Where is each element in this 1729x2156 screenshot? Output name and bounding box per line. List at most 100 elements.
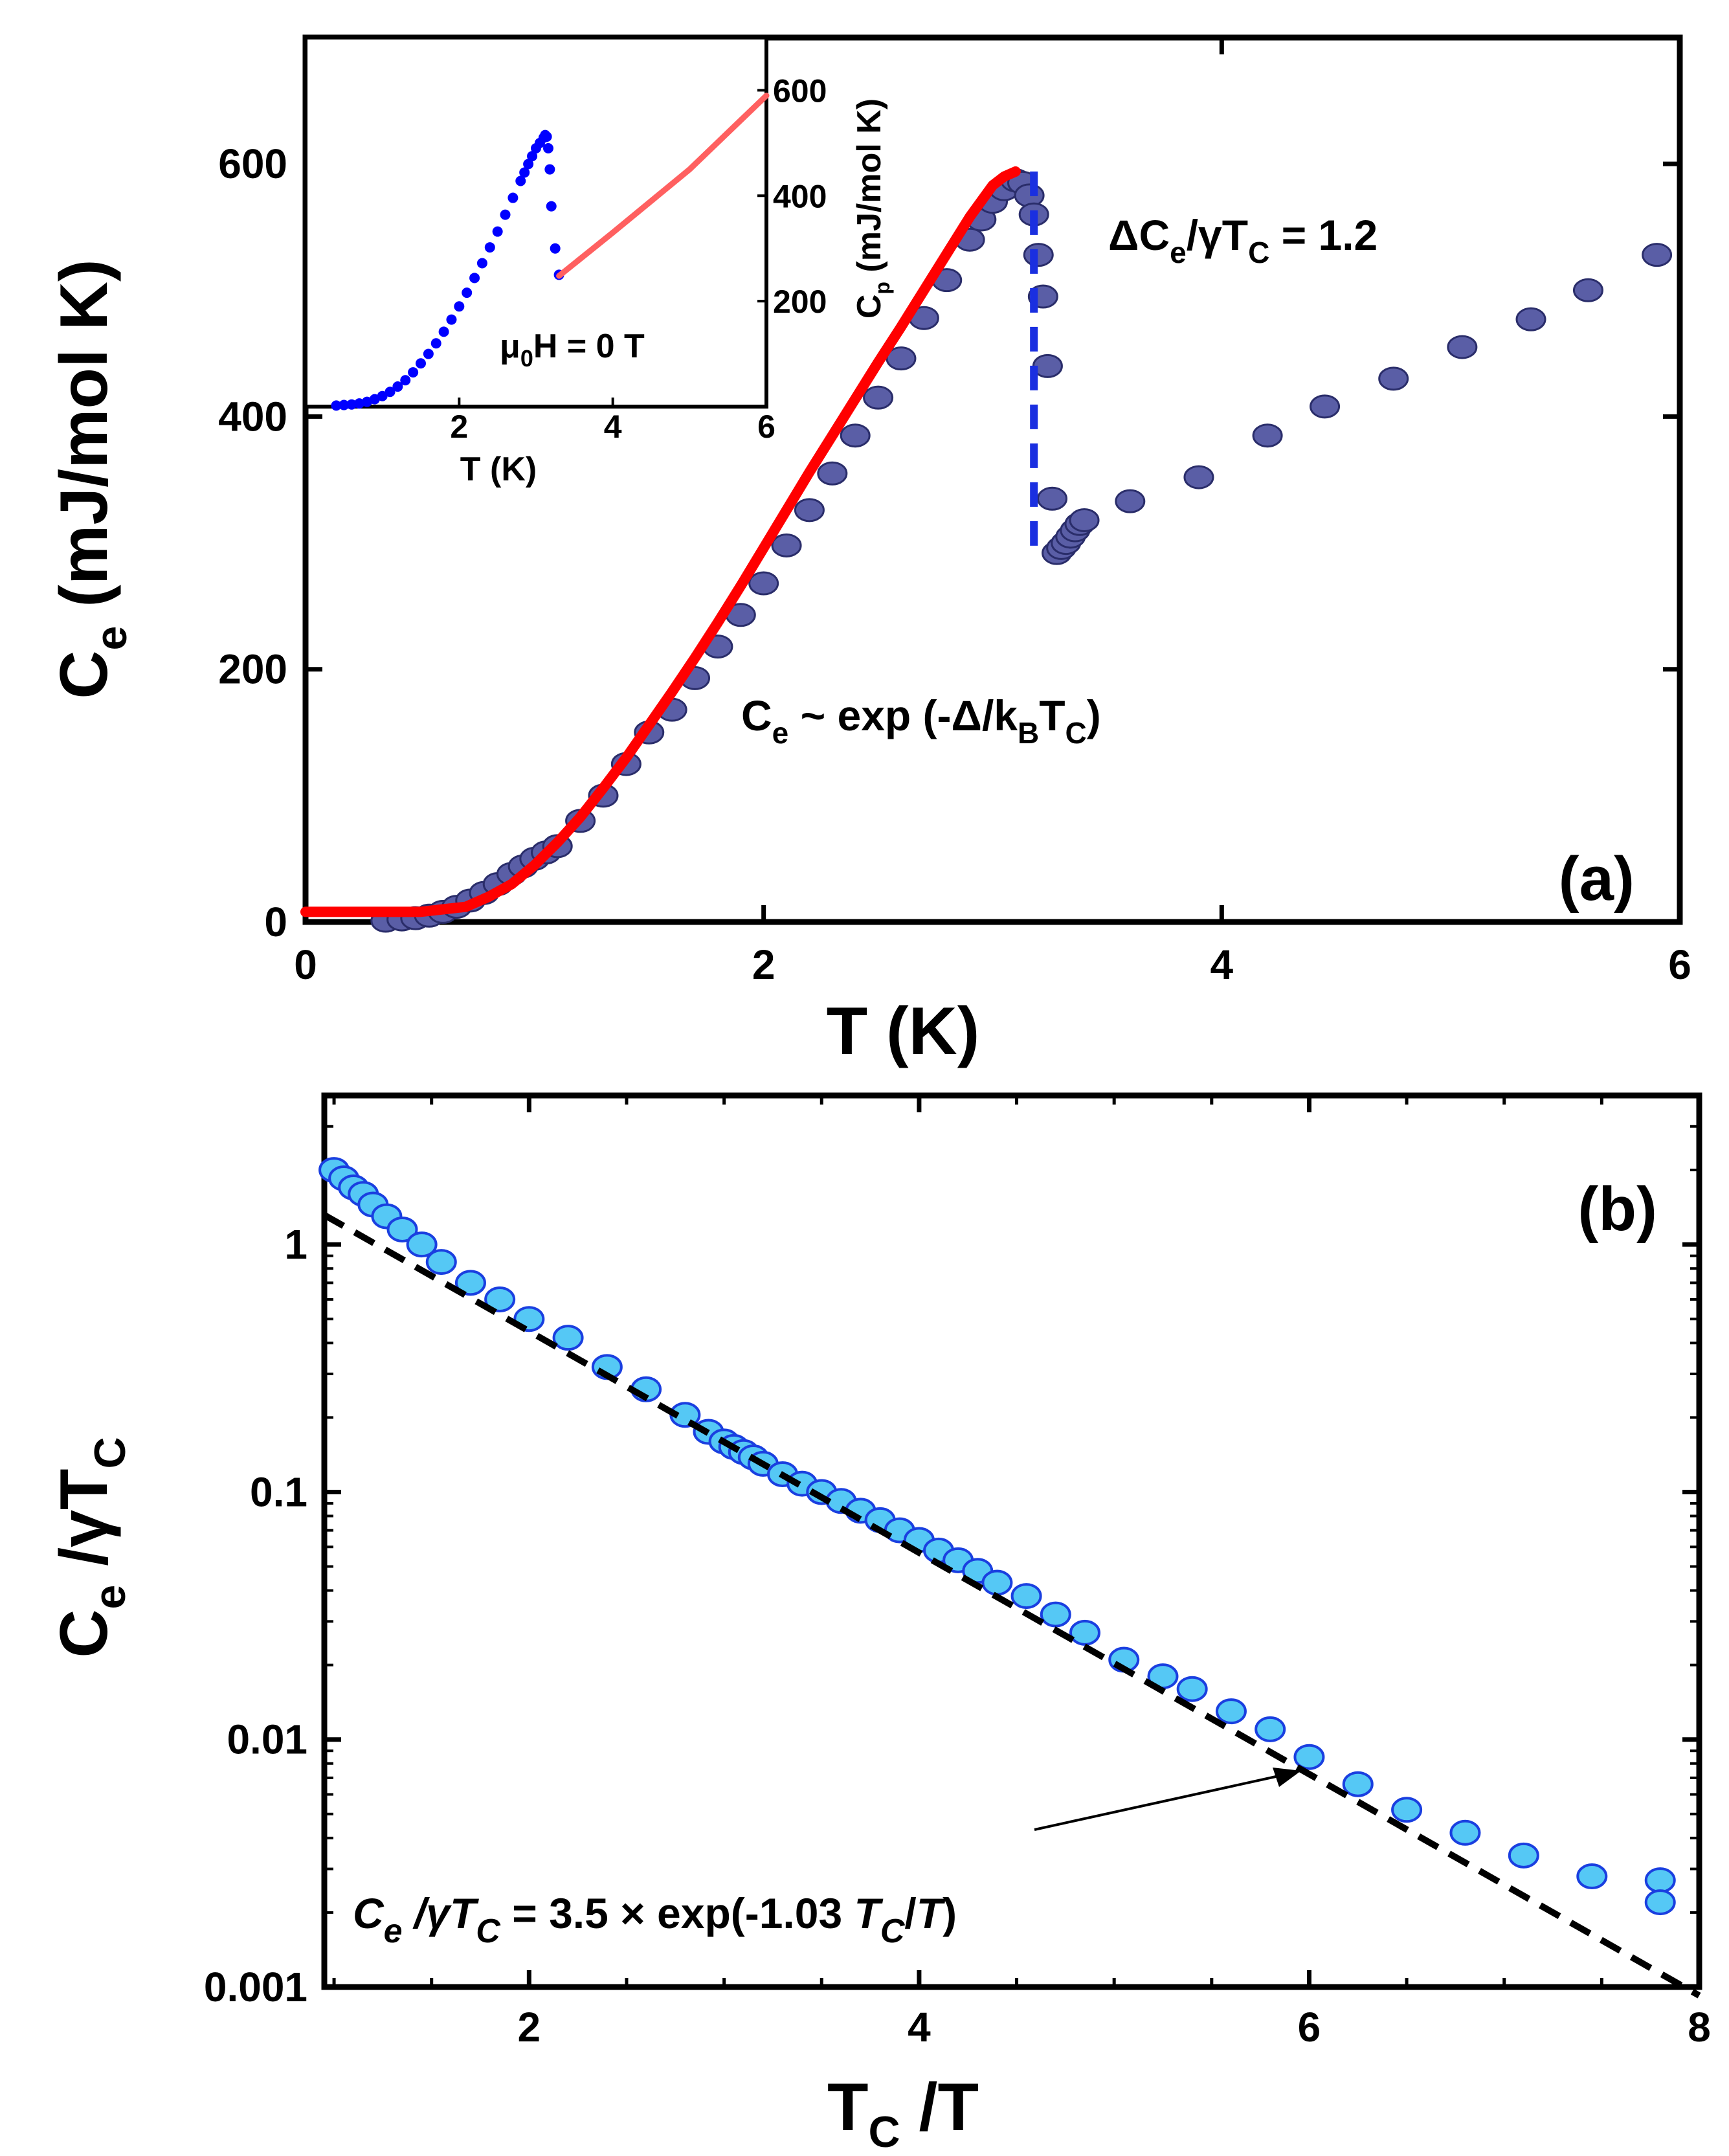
panel-a-x-tick-label: 0 bbox=[294, 941, 317, 988]
panel-a-data-point bbox=[840, 423, 871, 448]
panel-b-data-point bbox=[1576, 1863, 1608, 1890]
panel-a-y-tick-label: 200 bbox=[218, 646, 287, 693]
panel-b-data-point bbox=[406, 1231, 438, 1258]
panel-a-fit-curve bbox=[300, 166, 1021, 917]
inset-data-point bbox=[476, 258, 487, 269]
panel-b-y-tick-label: 0.01 bbox=[227, 1716, 307, 1763]
inset-data-point bbox=[544, 164, 555, 175]
panel-a-data-point bbox=[1036, 486, 1067, 511]
inset-data-point bbox=[392, 381, 403, 392]
panel-b-data-point bbox=[1644, 1889, 1676, 1916]
panel-b-x-tick-label: 6 bbox=[1298, 2004, 1321, 2050]
panel-a-ticks: 0 2 4 6 0 200 400 600 bbox=[218, 38, 1691, 988]
inset-data-point bbox=[527, 151, 538, 162]
panel-a-data-point bbox=[1378, 366, 1409, 391]
inset-data-point bbox=[546, 201, 557, 212]
panel-b-data-point bbox=[1010, 1583, 1042, 1610]
inset-data-point bbox=[484, 242, 495, 253]
panel-b-data-point bbox=[484, 1286, 516, 1312]
inset-data-point bbox=[515, 175, 526, 186]
panel-a-data-point bbox=[1572, 278, 1603, 302]
inset-y-tick-label: 400 bbox=[773, 178, 827, 214]
inset-data-point bbox=[416, 358, 426, 369]
panel-b-data-point bbox=[1391, 1797, 1423, 1823]
panel-a-x-tick-label: 4 bbox=[1210, 941, 1234, 988]
arrow-head-icon bbox=[1273, 1768, 1301, 1787]
inset-data-point bbox=[508, 192, 519, 203]
panel-b: 2 4 6 8 0.001 0.01 0.1 1 TC /T Ce /γTC Ce /γTC … bbox=[47, 1092, 1711, 2156]
panel-b-data-point bbox=[1293, 1744, 1325, 1770]
inset-x-tick-label: 4 bbox=[604, 409, 622, 445]
panel-b-data-point bbox=[1215, 1698, 1247, 1725]
panel-a-data-point bbox=[863, 385, 894, 410]
inset-data-point bbox=[346, 399, 357, 410]
panel-b-data-point bbox=[981, 1569, 1013, 1596]
inset-data-point bbox=[385, 387, 396, 398]
panel-a-data-point bbox=[817, 461, 848, 486]
panel-a-data-point bbox=[1447, 335, 1478, 359]
panel-b-x-tick-label: 2 bbox=[518, 2004, 541, 2050]
inset-x-tick-label: 6 bbox=[757, 409, 775, 445]
panel-a-data-point bbox=[771, 533, 802, 557]
inset-data-point bbox=[339, 399, 350, 410]
panel-a-data-point bbox=[1310, 394, 1341, 419]
inset-data-point bbox=[446, 314, 457, 325]
panel-b-data-point bbox=[1176, 1676, 1208, 1702]
panel-b-data-point bbox=[1040, 1601, 1071, 1628]
panel-b-data-point bbox=[1449, 1819, 1481, 1846]
inset-data-point bbox=[469, 273, 480, 284]
panel-a-inset: 2 4 6 200 400 600 T (K) Cp (mJ/mol K) μ0H = 0… bbox=[304, 36, 894, 488]
panel-b-data-point bbox=[1255, 1716, 1286, 1742]
panel-a-y-axis-title: Ce (mJ/mol K) bbox=[47, 259, 136, 699]
panel-b-fit-annotation: Ce /γTC = 3.5 × exp(-1.03 TC/T) bbox=[353, 1889, 957, 1950]
panel-b-y-tick-label: 0.1 bbox=[250, 1468, 307, 1515]
panel-b-data-point bbox=[1644, 1867, 1676, 1894]
panel-a: 0 2 4 6 0 200 400 600 T (K) Ce (mJ/mol K) ΔCe/γ… bbox=[47, 34, 1691, 1069]
panel-a-data-point bbox=[1252, 423, 1283, 448]
panel-b-x-axis-title: TC /T bbox=[827, 2070, 979, 2156]
panel-a-x-axis-title: T (K) bbox=[827, 994, 980, 1069]
panel-a-x-tick-label: 2 bbox=[752, 941, 775, 988]
inset-data-point bbox=[408, 367, 419, 378]
inset-data-point bbox=[492, 226, 503, 237]
panel-b-data-point bbox=[425, 1249, 457, 1275]
inset-y-tick-label: 200 bbox=[773, 284, 827, 320]
inset-data-point bbox=[331, 400, 342, 411]
inset-y-axis-title: Cp (mJ/mol K) bbox=[851, 98, 894, 319]
panel-b-label: (b) bbox=[1578, 1174, 1657, 1244]
inset-fit-line bbox=[556, 93, 770, 279]
panel-b-x-tick-label: 4 bbox=[908, 2004, 931, 2050]
inset-data-point bbox=[519, 167, 530, 178]
inset-data-point bbox=[550, 243, 561, 254]
inset-data-point bbox=[462, 287, 473, 298]
panel-a-data-point bbox=[1115, 489, 1146, 513]
inset-data-point bbox=[354, 398, 365, 409]
inset-x-tick-label: 2 bbox=[450, 409, 468, 445]
panel-b-data-point bbox=[552, 1325, 584, 1351]
inset-data-point bbox=[523, 159, 534, 170]
inset-ticks: 2 4 6 200 400 600 bbox=[450, 73, 827, 445]
panel-b-frame bbox=[321, 1092, 1702, 1990]
inset-data-point bbox=[430, 338, 441, 349]
panel-b-data-points bbox=[318, 1157, 1676, 1916]
panel-a-data-point bbox=[1023, 243, 1054, 267]
panel-b-fit-line bbox=[322, 1212, 1701, 1999]
inset-data-point bbox=[542, 143, 553, 153]
panel-a-data-point bbox=[1183, 465, 1214, 489]
inset-data-point bbox=[454, 301, 465, 312]
panel-b-x-tick-label: 8 bbox=[1688, 2004, 1711, 2050]
panel-b-data-point bbox=[1069, 1619, 1100, 1646]
panel-a-y-tick-label: 400 bbox=[218, 393, 287, 440]
panel-b-annotation-arrow bbox=[1034, 1774, 1282, 1831]
panel-a-y-tick-label: 600 bbox=[218, 140, 287, 187]
inset-y-tick-label: 600 bbox=[773, 73, 827, 109]
panel-a-jump-ratio-annotation: ΔCe/γTC = 1.2 bbox=[1108, 211, 1378, 269]
panel-b-y-axis-title: Ce /γTC bbox=[47, 1437, 135, 1657]
panel-b-data-point bbox=[1342, 1771, 1374, 1797]
panel-b-data-point bbox=[386, 1216, 418, 1242]
panel-a-data-point bbox=[1642, 243, 1673, 267]
panel-b-data-point bbox=[454, 1270, 486, 1296]
panel-b-y-tick-label: 0.001 bbox=[204, 1964, 307, 2010]
panel-a-x-tick-label: 6 bbox=[1668, 941, 1691, 988]
